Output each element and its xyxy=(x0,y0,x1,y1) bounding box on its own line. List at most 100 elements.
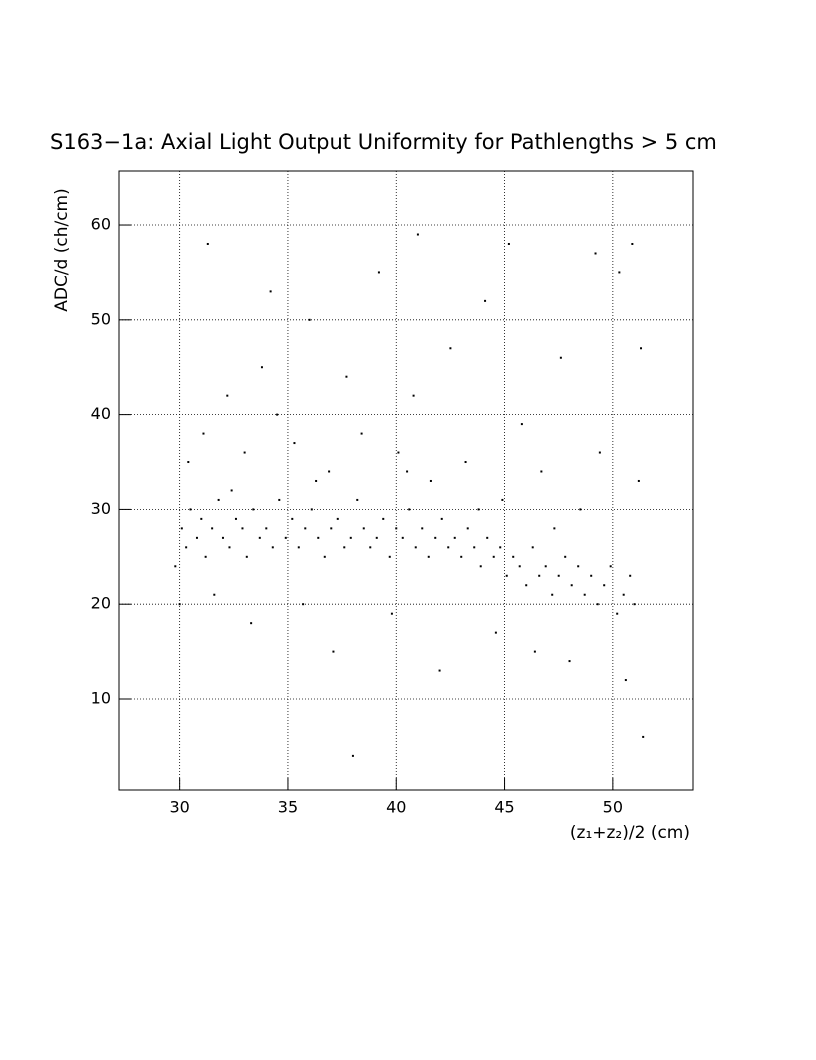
point xyxy=(486,536,489,539)
point xyxy=(484,299,487,302)
point xyxy=(265,527,268,530)
point xyxy=(551,593,554,596)
point xyxy=(174,565,177,568)
point xyxy=(388,555,391,558)
x-tick-label: 50 xyxy=(603,798,623,817)
point xyxy=(395,527,398,530)
point xyxy=(180,527,183,530)
point xyxy=(328,470,331,473)
point xyxy=(213,593,216,596)
point xyxy=(596,603,599,606)
point xyxy=(362,527,365,530)
point xyxy=(369,546,372,549)
point xyxy=(269,290,272,293)
point xyxy=(494,631,497,634)
point xyxy=(293,442,296,445)
point xyxy=(345,375,348,378)
point xyxy=(406,470,409,473)
point xyxy=(590,574,593,577)
point xyxy=(520,423,523,426)
point xyxy=(640,347,643,350)
point xyxy=(559,356,562,359)
point xyxy=(633,603,636,606)
point xyxy=(629,574,632,577)
point xyxy=(412,394,415,397)
point xyxy=(360,432,363,435)
point xyxy=(501,498,504,501)
point xyxy=(343,546,346,549)
point xyxy=(377,271,380,274)
point xyxy=(609,565,612,568)
point xyxy=(512,555,515,558)
point xyxy=(317,536,320,539)
x-tick-label: 35 xyxy=(278,798,298,817)
point xyxy=(276,413,279,416)
point xyxy=(583,593,586,596)
point xyxy=(221,536,224,539)
point xyxy=(382,517,385,520)
point xyxy=(414,546,417,549)
point xyxy=(570,584,573,587)
point xyxy=(466,527,469,530)
y-tick-label: 60 xyxy=(91,215,111,234)
point xyxy=(557,574,560,577)
point xyxy=(594,252,597,255)
point xyxy=(642,735,645,738)
point xyxy=(234,517,237,520)
plot-frame xyxy=(118,170,694,791)
point xyxy=(429,479,432,482)
point xyxy=(304,527,307,530)
y-tick-label: 50 xyxy=(91,309,111,328)
point xyxy=(308,318,311,321)
point xyxy=(260,366,263,369)
point xyxy=(349,536,352,539)
point xyxy=(315,479,318,482)
point xyxy=(200,517,203,520)
point xyxy=(438,669,441,672)
y-axis-label: ADC/d (ch/cm) xyxy=(52,188,72,312)
point xyxy=(631,242,634,245)
point xyxy=(616,612,619,615)
point xyxy=(297,546,300,549)
point xyxy=(544,565,547,568)
point xyxy=(245,555,248,558)
point xyxy=(449,347,452,350)
point xyxy=(460,555,463,558)
point xyxy=(427,555,430,558)
point xyxy=(416,233,419,236)
chart-title: S163−1a: Axial Light Output Uniformity f… xyxy=(50,130,717,154)
point xyxy=(351,754,354,757)
y-tick-label: 10 xyxy=(91,688,111,707)
point xyxy=(492,555,495,558)
point xyxy=(332,650,335,653)
point xyxy=(397,451,400,454)
point xyxy=(271,546,274,549)
x-tick-label: 30 xyxy=(169,798,189,817)
point xyxy=(202,432,205,435)
point xyxy=(375,536,378,539)
point xyxy=(217,498,220,501)
point xyxy=(278,498,281,501)
point xyxy=(204,555,207,558)
point xyxy=(479,565,482,568)
point xyxy=(624,679,627,682)
point xyxy=(323,555,326,558)
point xyxy=(553,527,556,530)
point xyxy=(622,593,625,596)
point xyxy=(464,461,467,464)
point xyxy=(505,574,508,577)
point xyxy=(637,479,640,482)
point xyxy=(434,536,437,539)
x-tick-label: 45 xyxy=(494,798,514,817)
point xyxy=(525,584,528,587)
point xyxy=(579,508,582,511)
point xyxy=(189,508,192,511)
point xyxy=(211,527,214,530)
point xyxy=(390,612,393,615)
point xyxy=(206,242,209,245)
x-axis-label: (z₁+z₂)/2 (cm) xyxy=(570,823,690,843)
point xyxy=(230,489,233,492)
point xyxy=(258,536,261,539)
